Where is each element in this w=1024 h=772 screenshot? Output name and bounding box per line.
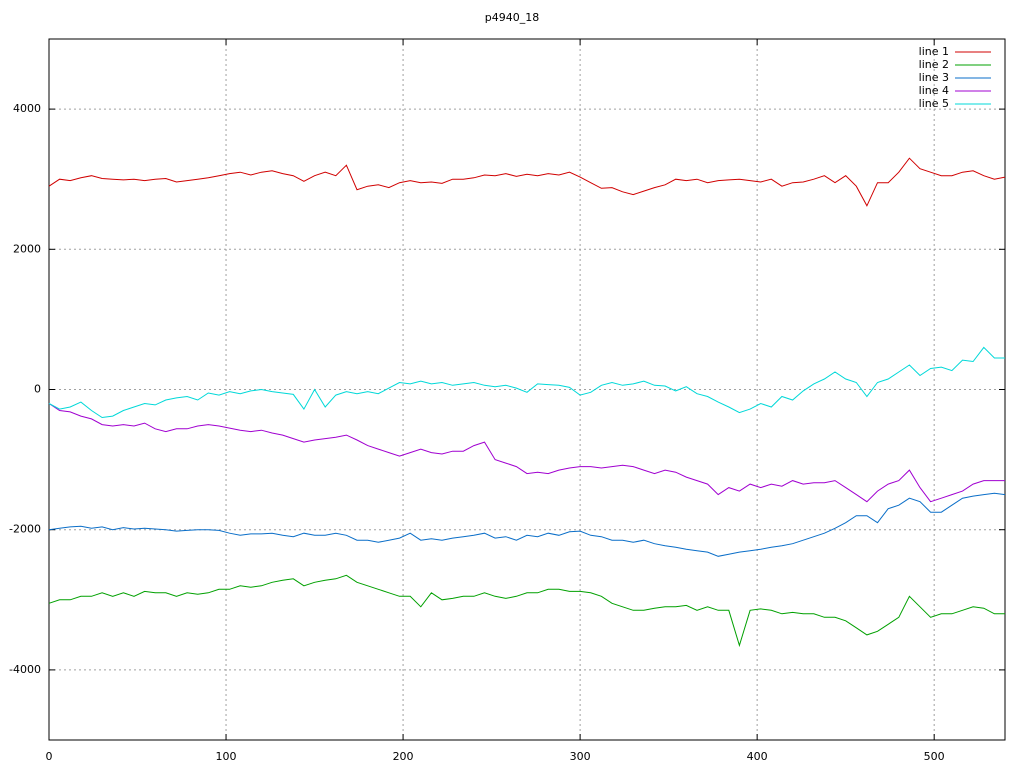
series-line: [48, 346, 1005, 419]
y-tick-label: 4000: [13, 102, 41, 115]
legend-label: line 1: [919, 45, 949, 58]
plot-border: [48, 38, 1006, 741]
x-tick-label: 100: [216, 750, 237, 763]
y-tick-label: -4000: [9, 663, 41, 676]
x-tick-label: 0: [46, 750, 53, 763]
legend-label: line 5: [919, 97, 949, 110]
chart-title: p4940_18: [485, 11, 539, 24]
x-tick-label: 300: [570, 750, 591, 763]
series-line: [48, 403, 1005, 503]
y-tick-label: 0: [34, 383, 41, 396]
legend-label: line 2: [919, 58, 949, 71]
series-line: [48, 157, 1006, 207]
series-line: [48, 492, 1006, 557]
legend-label: line 3: [919, 71, 949, 84]
legend-label: line 4: [919, 84, 949, 97]
y-tick-label: 2000: [13, 242, 41, 255]
series-line: [48, 574, 1005, 648]
x-tick-label: 200: [393, 750, 414, 763]
y-tick-label: -2000: [9, 523, 41, 536]
x-tick-label: 400: [747, 750, 768, 763]
x-tick-label: 500: [924, 750, 945, 763]
